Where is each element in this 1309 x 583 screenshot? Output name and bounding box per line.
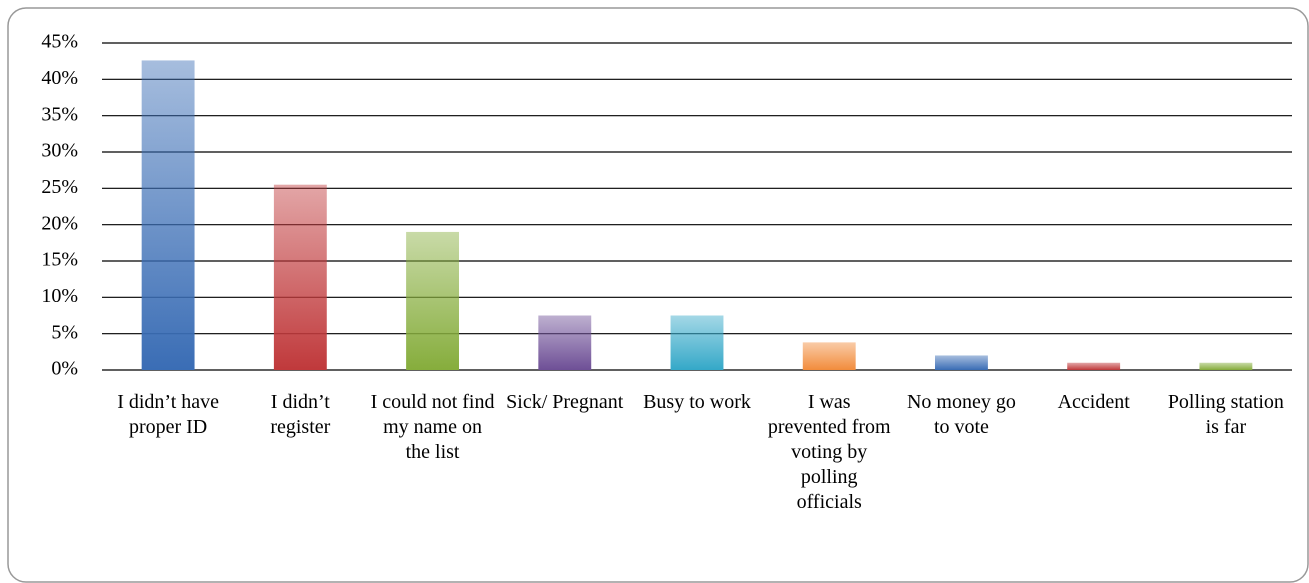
x-tick-label: Polling station is far [1167, 391, 1284, 438]
x-tick-label: Accident [1057, 391, 1130, 413]
y-tick-label: 15% [41, 249, 78, 271]
y-tick-label: 5% [51, 321, 78, 343]
x-tick-label: I could not find my name on the list [370, 391, 495, 463]
y-tick-label: 45% [41, 31, 78, 53]
x-tick-label: I didn’t register [270, 391, 331, 438]
y-tick-label: 30% [41, 140, 78, 162]
y-tick-label: 25% [41, 176, 78, 198]
y-tick-label: 40% [41, 67, 78, 89]
bar [1199, 362, 1253, 370]
bar [1067, 362, 1121, 370]
x-tick-label: I didn’t have proper ID [117, 391, 220, 438]
x-tick-label: No money go to vote [906, 391, 1016, 438]
x-tick-label: Sick/ Pregnant [506, 391, 624, 413]
bar [538, 315, 592, 370]
frame [7, 7, 1309, 583]
bar [141, 60, 195, 370]
bar [406, 231, 459, 370]
y-tick-label: 0% [51, 358, 78, 380]
bar [670, 315, 724, 370]
x-tick-label: I was prevented from voting by polling o… [767, 391, 891, 513]
bar [802, 342, 856, 370]
y-tick-label: 35% [41, 103, 78, 125]
bar [935, 355, 988, 370]
bar [273, 184, 327, 370]
y-tick-label: 10% [41, 285, 78, 307]
y-tick-label: 20% [41, 212, 78, 234]
x-tick-label: Busy to work [643, 391, 751, 413]
